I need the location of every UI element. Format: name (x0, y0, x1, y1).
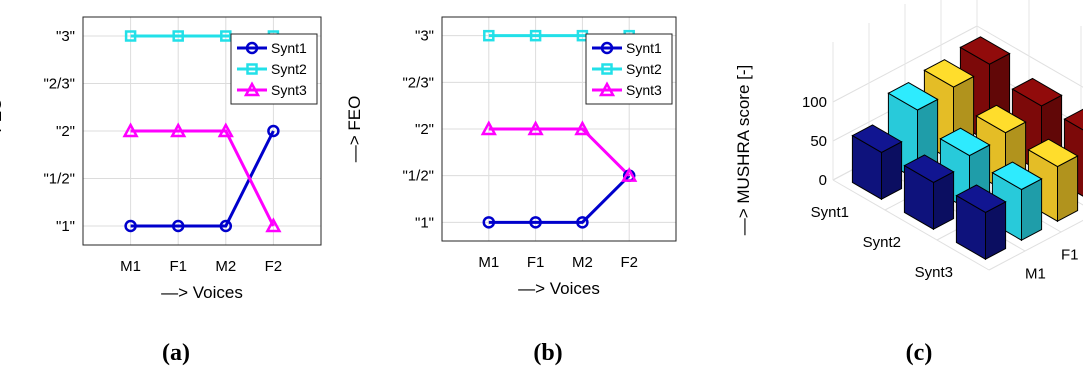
plot-frame (82, 16, 322, 246)
bar-face-top (991, 161, 1043, 191)
legend-label: Synt2 (271, 61, 307, 77)
series-0-point (576, 216, 589, 229)
panel-caption: (c) (906, 340, 933, 366)
series-1-point (529, 29, 542, 42)
y-tick-label: "3" (56, 28, 75, 45)
bar-Synt1-M1 (851, 124, 903, 201)
x-tick-label: F1 (169, 258, 187, 275)
series-0-point (219, 219, 233, 233)
bar-Synt3-M1 (955, 184, 1007, 261)
series-0-point (529, 216, 542, 229)
series-2-point (217, 122, 234, 138)
y-tick-label: "1" (56, 218, 75, 235)
series-2-point (598, 81, 616, 97)
y-tick-label: "1" (415, 214, 434, 231)
x-tick-label: F1 (527, 254, 545, 271)
series-2-point (480, 120, 497, 136)
floor-grid-line (832, 179, 990, 271)
legend-label: Synt3 (271, 82, 307, 98)
y-tick-label: "2" (415, 121, 434, 138)
y-tick-label: "1/2" (402, 168, 434, 185)
bar-face-top (1027, 138, 1079, 168)
chart-b: M1 F1 M2 F2 "1" "1/2" "2" "2/3" "3" —> Voices —> F… (345, 16, 677, 298)
series-2-line (488, 127, 631, 177)
y-tick-label: "2" (56, 123, 75, 140)
panel-captions: (a) (b) (c) (162, 340, 932, 366)
chart-c: 050100Synt1Synt2Synt3M1F1M2F2—> MUSHRA s… (734, 0, 1083, 283)
bar-face-top (887, 82, 939, 111)
series-2-point (122, 122, 139, 138)
series-0-point (171, 219, 185, 233)
legend-label: Synt2 (626, 61, 662, 77)
series-2-point (621, 167, 638, 182)
series-1-point (220, 30, 232, 42)
bar-face-top (939, 127, 991, 157)
series-0-point (245, 41, 259, 55)
z-tick-label: 50 (810, 133, 827, 150)
series-1-point (246, 63, 258, 75)
bar-face-top (959, 36, 1011, 65)
series-1-point (483, 29, 495, 42)
z-tick-label: 0 (819, 172, 827, 189)
series-0-point (482, 216, 496, 229)
series-2-point (243, 81, 261, 97)
y-axis-label: —> FEO (0, 98, 5, 165)
plot-frame (441, 16, 677, 242)
x-tick-label: F2 (620, 254, 638, 271)
bar-face-top (923, 59, 975, 88)
row-label: Synt2 (863, 234, 901, 251)
x-tick-label: F2 (265, 258, 283, 275)
series-0-point (124, 219, 137, 233)
series-0-point (600, 41, 614, 55)
bar-face-top (851, 124, 903, 153)
y-tick-label: "2/3" (402, 74, 434, 91)
series-1-point (124, 30, 137, 42)
bar-Synt2-M1 (903, 154, 955, 231)
series-2-line (130, 129, 275, 227)
y-axis-label: —> FEO (345, 96, 364, 163)
x-tick-label: M2 (572, 254, 593, 271)
series-0-point (267, 124, 280, 138)
x-axis-label: —> Voices (518, 279, 600, 298)
series-2-point (265, 217, 282, 233)
bar-face-top (955, 184, 1007, 213)
panel-caption: (b) (533, 340, 562, 366)
y-tick-label: "3" (415, 28, 434, 45)
series-1-point (172, 30, 184, 42)
series-0-line (488, 174, 631, 224)
y-tick-label: "2/3" (43, 76, 75, 93)
col-label: F1 (1061, 247, 1079, 264)
y-tick-label: "1/2" (43, 171, 75, 188)
bar-face-top (1011, 77, 1063, 107)
x-tick-label: M1 (478, 254, 499, 271)
x-axis-label: —> Voices (161, 283, 243, 302)
z-tick-label: 100 (802, 94, 827, 111)
bar-face-top (1063, 108, 1083, 131)
bar-face-top (975, 104, 1027, 134)
bar-face-top (903, 154, 955, 183)
col-label: M1 (1025, 266, 1046, 283)
legend-label: Synt1 (271, 40, 307, 56)
series-2-point (574, 120, 591, 136)
row-label: Synt3 (915, 264, 953, 281)
series-2-point (170, 122, 187, 138)
x-tick-label: M2 (215, 258, 236, 275)
legend-label: Synt1 (626, 40, 662, 56)
panel-caption: (a) (162, 340, 190, 366)
legend-label: Synt3 (626, 82, 662, 98)
row-label: Synt1 (811, 204, 849, 221)
x-tick-label: M1 (120, 258, 141, 275)
bar-face-right (1057, 155, 1079, 223)
wall-grid-line (976, 25, 1083, 88)
series-1-point (601, 63, 613, 75)
z-axis-label: —> MUSHRA score [-] (734, 65, 753, 236)
chart-a: M1 F1 M2 F2 "1" "1/2" "2" "2/3" "3" —> Voices —> F… (0, 16, 322, 302)
series-2-point (527, 120, 544, 136)
